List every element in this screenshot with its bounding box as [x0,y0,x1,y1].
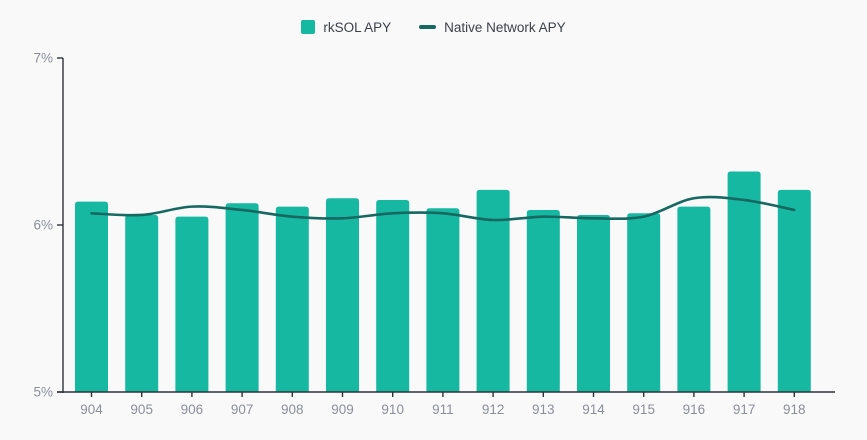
x-tick-label: 907 [231,402,254,417]
x-tick-label: 909 [331,402,354,417]
bar-918 [777,189,811,392]
x-tick-label: 908 [281,402,304,417]
x-tick-label: 918 [783,402,806,417]
x-tick-label: 910 [381,402,404,417]
bar-910 [376,199,410,392]
x-tick-label: 916 [683,402,706,417]
chart-legend: rkSOL APY Native Network APY [0,16,867,38]
x-tick-label: 911 [432,402,454,417]
bar-913 [526,209,560,392]
line-swatch-icon [419,25,437,29]
bar-916 [677,206,711,392]
legend-item-rksol-apy[interactable]: rkSOL APY [301,20,391,35]
legend-label: rkSOL APY [323,19,392,35]
y-tick-label: 5% [33,385,53,400]
x-tick-label: 915 [632,402,655,417]
x-tick-label: 913 [532,402,555,417]
x-tick-label: 917 [733,402,756,417]
bar-915 [627,213,661,392]
x-tick-label: 914 [582,402,605,417]
square-swatch-icon [301,20,316,34]
legend-label: Native Network APY [444,19,566,35]
x-tick-label: 904 [80,402,103,417]
bar-917 [727,171,761,392]
x-tick-label: 905 [130,402,153,417]
bar-907 [225,203,259,392]
bar-911 [426,208,460,392]
native-network-apy-line [90,195,796,222]
bar-908 [275,206,309,392]
y-tick-label: 7% [33,51,53,66]
bar-909 [326,198,359,392]
x-tick-label: 912 [482,402,505,417]
bar-912 [476,189,510,392]
bar-904 [75,201,108,392]
y-tick-label: 6% [33,218,53,233]
bar-905 [125,214,159,392]
x-tick-label: 906 [181,402,204,417]
bar-914 [577,214,610,392]
bar-906 [175,216,209,392]
legend-item-native-network-apy[interactable]: Native Network APY [419,20,566,35]
